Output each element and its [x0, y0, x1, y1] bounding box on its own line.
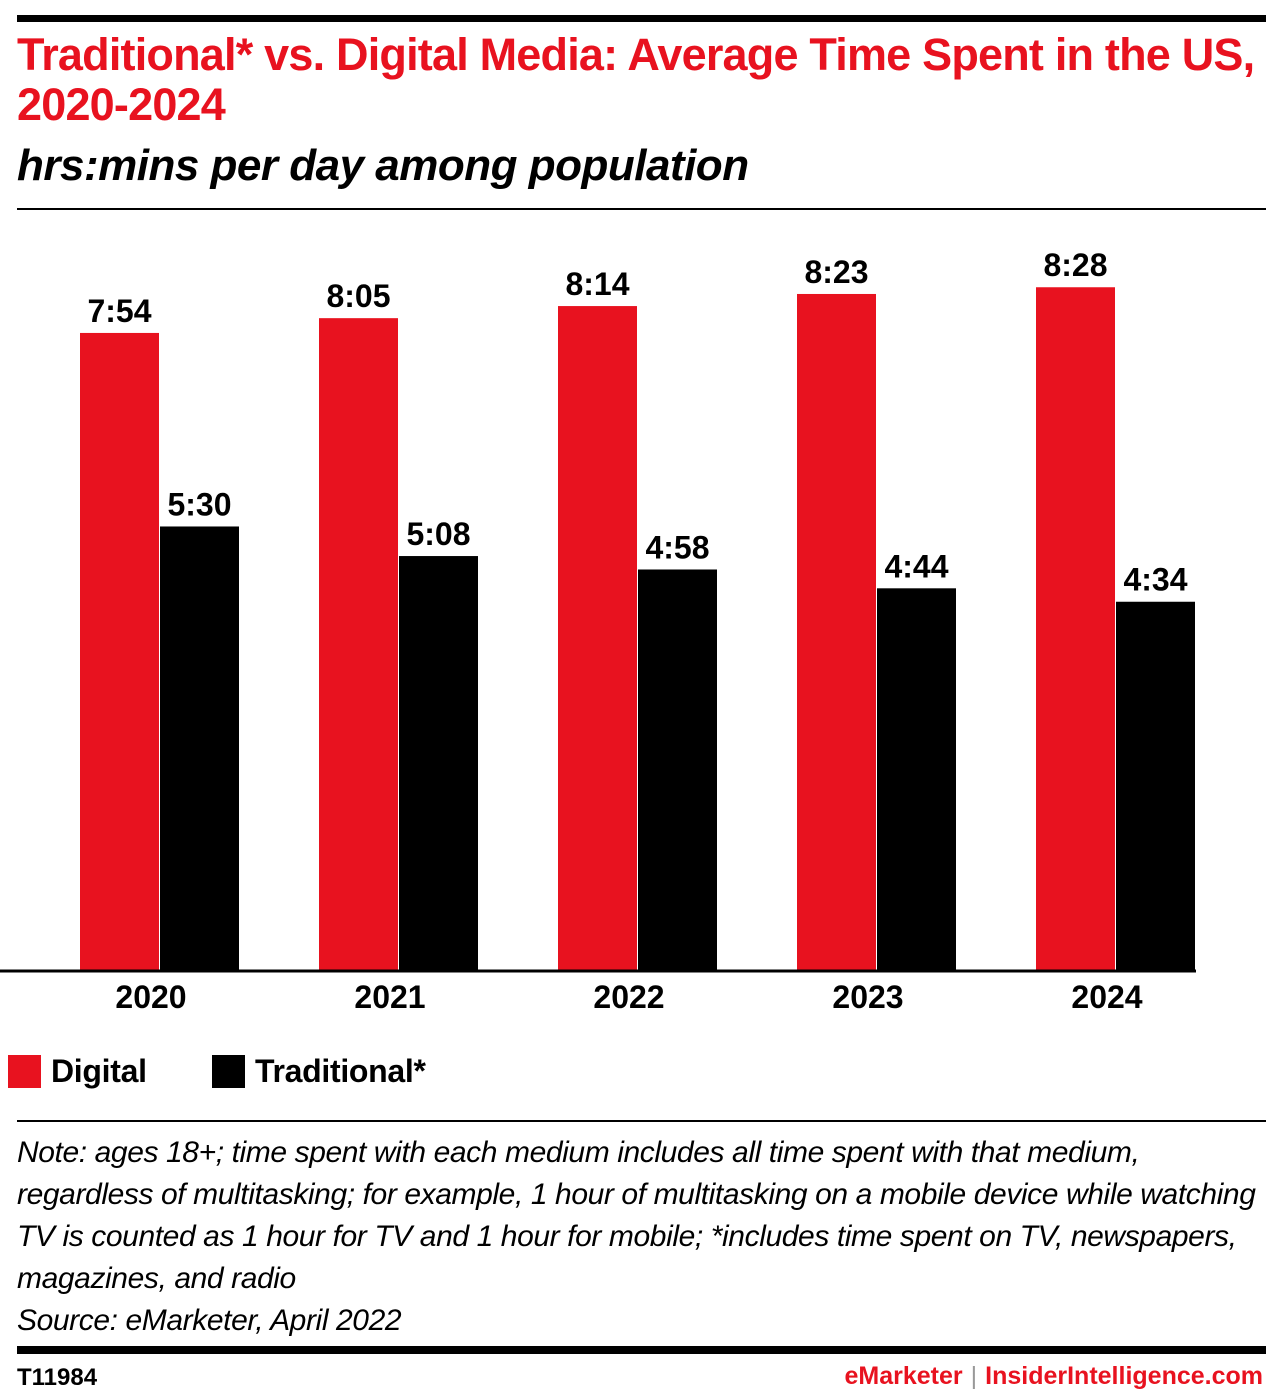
chart-subtitle: hrs:mins per day among population	[17, 141, 749, 190]
bottom-rule	[17, 1346, 1266, 1354]
chart-note: Note: ages 18+; time spent with each med…	[17, 1132, 1267, 1342]
bar-digital-2021	[319, 318, 398, 970]
x-tick-label-2020: 2020	[115, 979, 186, 1015]
value-label-traditional-2023: 4:44	[884, 548, 948, 584]
legend-item-traditional: Traditional*	[212, 1051, 426, 1091]
value-label-digital-2020: 7:54	[87, 293, 151, 329]
value-label-traditional-2024: 4:34	[1123, 562, 1187, 598]
bar-traditional-2022	[638, 569, 717, 970]
chart-title: Traditional* vs. Digital Media: Average …	[17, 29, 1255, 130]
value-label-traditional-2021: 5:08	[406, 516, 470, 552]
top-rule	[17, 15, 1266, 22]
source-text: Source: eMarketer, April 2022	[17, 1304, 402, 1337]
bar-traditional-2020	[160, 526, 239, 970]
bar-traditional-2024	[1116, 601, 1195, 970]
legend-item-digital: Digital	[8, 1051, 147, 1091]
legend-swatch-digital	[8, 1054, 41, 1088]
bar-digital-2024	[1036, 287, 1115, 970]
bar-traditional-2021	[399, 556, 478, 970]
value-label-traditional-2020: 5:30	[167, 486, 231, 522]
brand-emarketer: eMarketer	[844, 1362, 963, 1390]
value-label-digital-2024: 8:28	[1043, 247, 1107, 283]
bar-chart: 7:54 5:30 8:05 5:08 8:14 4:58 8:23 4:44 8:28 4:34…	[0, 247, 1196, 1015]
x-axis-labels-group: 2020 2021 2022 2023 2024	[115, 979, 1142, 1015]
legend-swatch-traditional	[212, 1054, 245, 1088]
bar-digital-2020	[80, 332, 159, 971]
bars-group	[80, 287, 1195, 971]
bar-traditional-2023	[877, 588, 956, 970]
legend-label-traditional: Traditional*	[255, 1052, 426, 1089]
bar-digital-2022	[558, 306, 637, 971]
value-labels-group: 7:54 5:30 8:05 5:08 8:14 4:58 8:23 4:44 8:28 4:34	[87, 247, 1187, 597]
brand-credit: eMarketer | InsiderIntelligence.com	[845, 1362, 1264, 1391]
value-label-digital-2022: 8:14	[565, 266, 629, 302]
bar-digital-2023	[797, 293, 876, 970]
brand-separator: |	[970, 1362, 978, 1390]
x-tick-label-2022: 2022	[593, 979, 664, 1015]
x-tick-label-2024: 2024	[1071, 979, 1142, 1015]
value-label-traditional-2022: 4:58	[645, 529, 709, 565]
header-divider	[17, 208, 1266, 210]
footer-divider	[17, 1120, 1266, 1122]
note-text: Note: ages 18+; time spent with each med…	[17, 1136, 1256, 1295]
chart-id: T11984	[17, 1364, 98, 1391]
value-label-digital-2023: 8:23	[804, 254, 868, 290]
legend-label-digital: Digital	[51, 1052, 147, 1089]
brand-insiderintelligence: InsiderIntelligence.com	[985, 1362, 1263, 1390]
x-tick-label-2023: 2023	[832, 979, 903, 1015]
x-tick-label-2021: 2021	[354, 979, 425, 1015]
value-label-digital-2021: 8:05	[326, 278, 390, 314]
